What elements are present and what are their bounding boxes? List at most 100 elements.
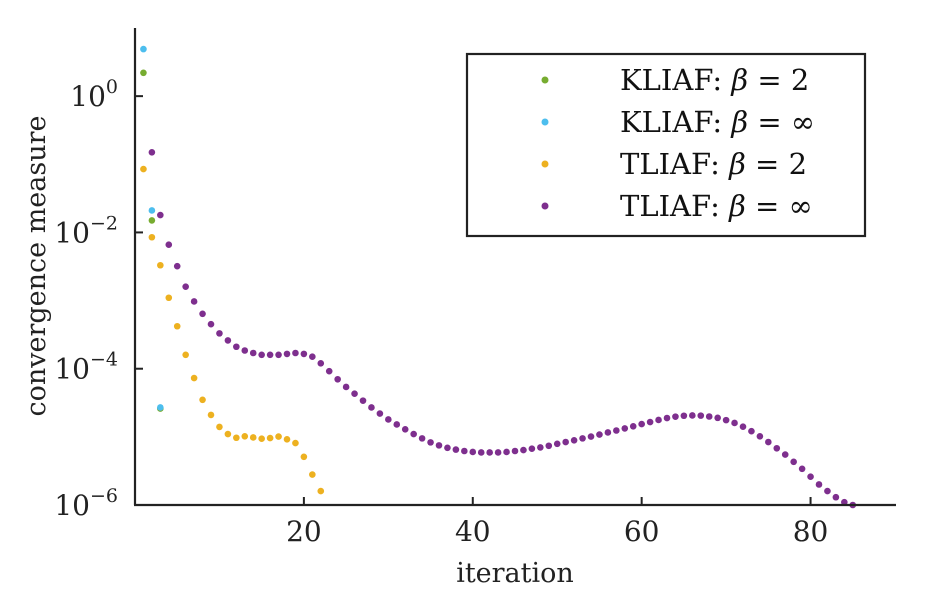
x-tick-label: 60 — [624, 515, 660, 548]
data-point — [216, 423, 223, 431]
data-point — [224, 337, 232, 344]
data-point — [401, 426, 409, 433]
data-point — [359, 397, 367, 404]
data-point — [815, 481, 823, 488]
data-point — [520, 446, 527, 454]
data-point — [300, 453, 308, 461]
series-tliaf-3 — [148, 148, 857, 509]
data-point — [393, 421, 401, 428]
data-point — [283, 436, 291, 443]
data-point — [689, 412, 696, 419]
data-point — [258, 351, 265, 359]
data-point — [249, 434, 257, 441]
data-point — [148, 233, 156, 241]
data-point — [165, 294, 173, 302]
legend-label: TLIAF: β = 2 — [620, 147, 807, 181]
data-point — [157, 211, 164, 219]
data-point — [309, 471, 316, 478]
data-point — [511, 447, 519, 455]
legend-label: TLIAF: β = ∞ — [620, 189, 813, 223]
data-point — [241, 432, 249, 440]
x-axis-ticks: 20 40 60 80 — [286, 497, 828, 548]
data-point — [748, 427, 755, 435]
data-point — [587, 433, 595, 440]
data-point — [545, 442, 553, 450]
data-point — [275, 351, 282, 359]
legend-label: KLIAF: β = 2 — [620, 63, 809, 97]
data-point — [292, 349, 299, 357]
data-point — [207, 411, 215, 419]
data-point — [798, 465, 806, 473]
data-point — [309, 353, 316, 361]
series-tliaf-2 — [140, 165, 325, 495]
data-point — [469, 448, 477, 456]
data-point — [477, 449, 485, 456]
data-point — [444, 444, 451, 452]
data-point — [351, 390, 358, 397]
data-point — [435, 442, 443, 449]
legend-marker — [541, 160, 549, 168]
data-point — [376, 410, 384, 417]
data-point — [334, 375, 341, 383]
data-point — [739, 423, 747, 430]
x-tick-label: 40 — [455, 515, 491, 548]
data-point — [570, 437, 578, 444]
data-point — [325, 367, 333, 375]
data-point — [317, 360, 325, 367]
data-point — [173, 262, 181, 270]
data-point — [697, 412, 705, 419]
data-point — [190, 374, 198, 382]
legend-marker — [541, 76, 549, 84]
data-point — [182, 283, 189, 290]
data-point — [249, 349, 257, 357]
data-point — [461, 447, 468, 455]
data-point — [165, 241, 173, 249]
data-point — [714, 414, 721, 422]
data-point — [241, 347, 249, 354]
data-point — [140, 45, 147, 53]
data-point — [452, 446, 460, 453]
data-point — [199, 396, 206, 404]
data-point — [266, 351, 274, 359]
data-point — [807, 473, 814, 481]
data-point — [528, 445, 536, 453]
data-point — [486, 449, 493, 456]
legend-box — [465, 52, 867, 238]
y-tick-label: 100 — [70, 76, 118, 113]
data-point — [638, 420, 645, 428]
data-point — [140, 165, 147, 173]
y-axis-ticks: 100 10−2 10−4 10−6 — [54, 76, 143, 522]
x-tick-label: 80 — [793, 515, 829, 548]
data-point — [832, 493, 840, 501]
data-point — [266, 434, 274, 442]
data-point — [663, 414, 671, 422]
data-point — [494, 449, 502, 456]
data-point — [199, 310, 206, 318]
data-point — [579, 435, 586, 442]
data-point — [841, 498, 848, 506]
legend-label: KLIAF: β = ∞ — [620, 105, 815, 139]
data-point — [503, 448, 510, 456]
data-point — [148, 148, 156, 156]
data-point — [317, 487, 325, 495]
y-tick-label: 10−6 — [54, 485, 118, 522]
y-tick-label: 10−2 — [54, 212, 118, 249]
x-tick-label: 20 — [286, 515, 322, 548]
data-point — [553, 440, 561, 448]
data-point — [173, 322, 181, 330]
data-point — [629, 422, 637, 430]
series-kliaf-1 — [140, 45, 164, 411]
data-point — [182, 351, 189, 359]
legend-marker — [541, 202, 549, 210]
data-point — [207, 320, 215, 328]
data-point — [655, 416, 662, 424]
data-point — [157, 404, 164, 411]
data-point — [292, 439, 299, 447]
data-point — [410, 430, 417, 438]
data-point — [773, 444, 781, 452]
data-point — [216, 330, 223, 337]
data-point — [342, 383, 350, 391]
data-point — [705, 413, 713, 420]
data-point — [790, 458, 797, 466]
